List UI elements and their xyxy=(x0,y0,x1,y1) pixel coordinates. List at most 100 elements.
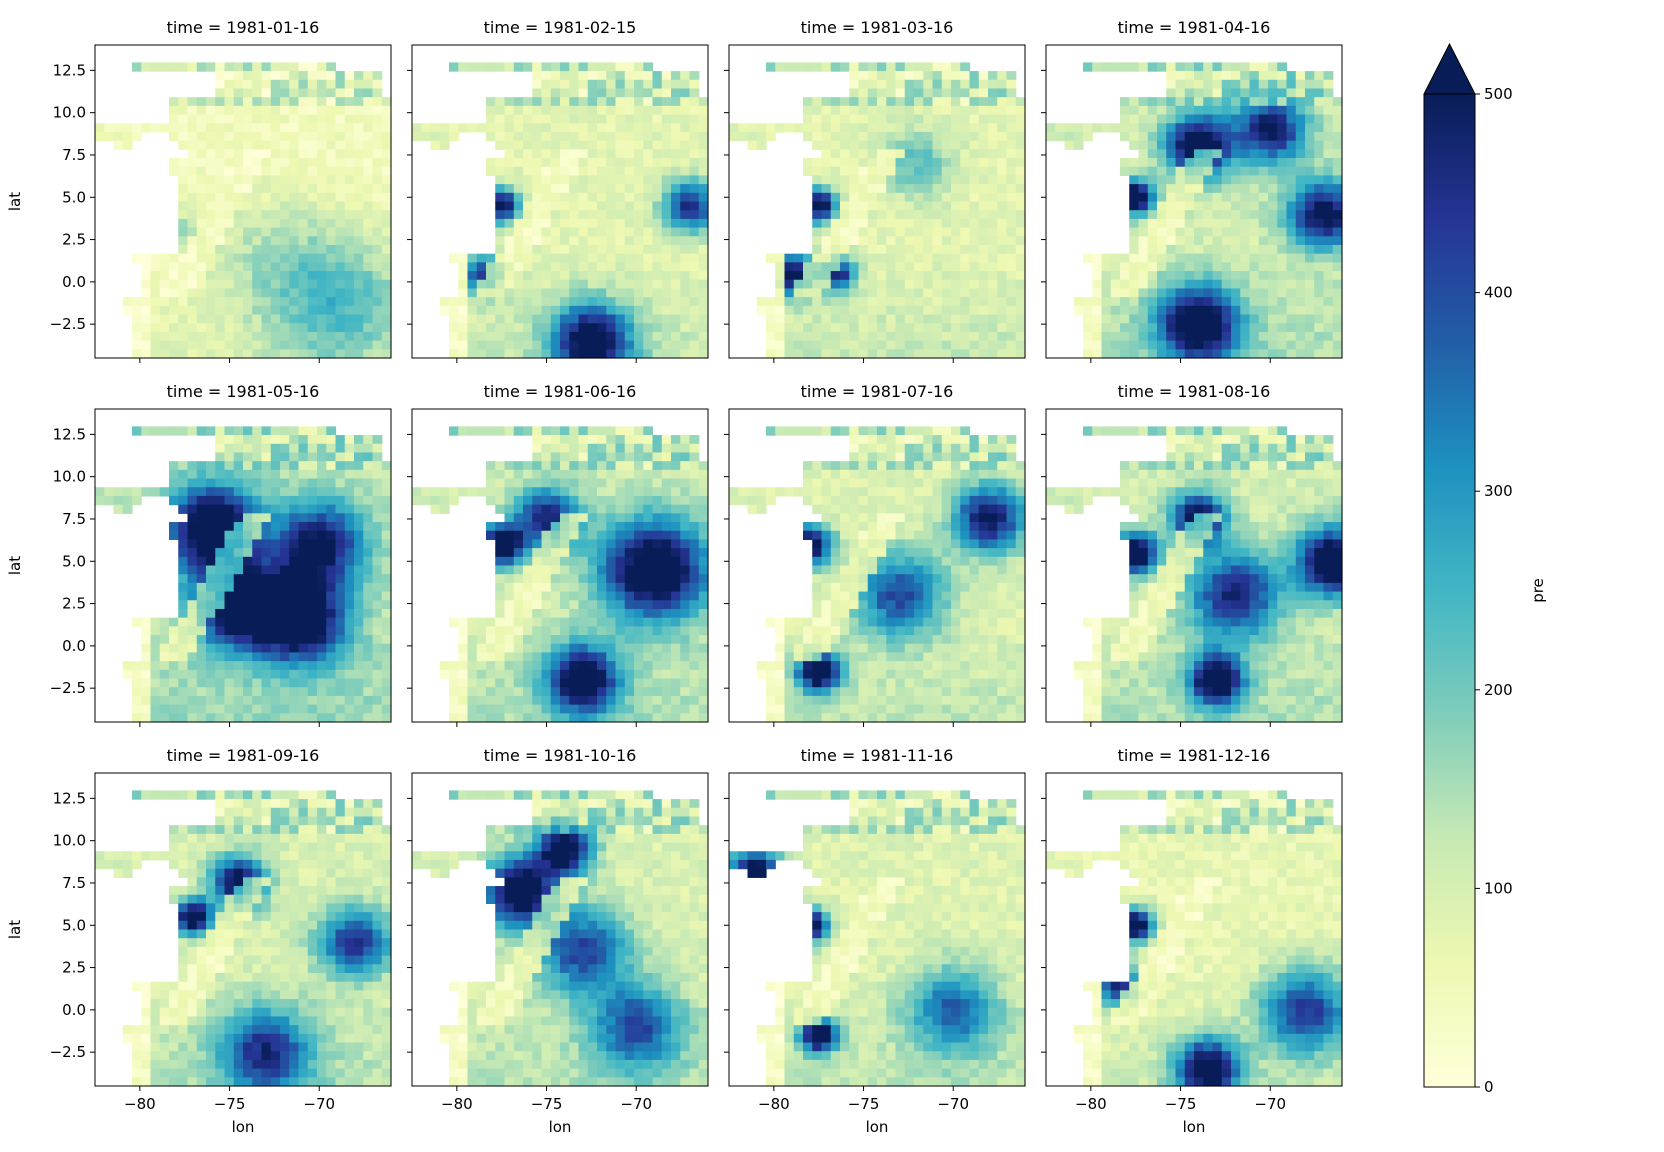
heatmap-cell xyxy=(430,495,441,506)
heatmap-cell xyxy=(960,71,971,81)
heatmap-cell xyxy=(1120,166,1130,177)
heatmap-cell xyxy=(317,478,327,488)
heatmap-cell xyxy=(1092,262,1103,272)
heatmap-cell xyxy=(372,340,383,350)
heatmap-cell xyxy=(206,166,216,177)
heatmap-cell xyxy=(698,253,709,263)
heatmap-cell xyxy=(671,661,681,671)
heatmap-cell xyxy=(1166,201,1177,211)
heatmap-cell xyxy=(615,279,626,290)
heatmap-cell xyxy=(280,443,290,454)
heatmap-cell xyxy=(307,687,318,697)
heatmap-cell xyxy=(1184,105,1195,116)
heatmap-cell xyxy=(671,565,681,575)
heatmap-cell xyxy=(978,149,989,159)
heatmap-cell xyxy=(1323,323,1334,333)
heatmap-cell xyxy=(550,166,561,177)
heatmap-cell xyxy=(1323,184,1334,194)
heatmap-cell xyxy=(307,62,318,72)
heatmap-cell xyxy=(775,262,786,272)
heatmap-cell xyxy=(1305,88,1315,98)
heatmap-cell xyxy=(1120,279,1130,290)
heatmap-cell xyxy=(652,443,663,454)
heatmap-cell xyxy=(344,617,355,627)
heatmap-cell xyxy=(1157,297,1167,307)
heatmap-cell xyxy=(821,349,832,359)
heatmap-cell xyxy=(317,635,327,645)
heatmap-cell xyxy=(261,192,272,203)
heatmap-cell xyxy=(1138,340,1149,350)
heatmap-cell xyxy=(233,349,244,359)
heatmap-cell xyxy=(243,331,253,342)
heatmap-cell xyxy=(169,469,179,480)
heatmap-cell xyxy=(849,166,860,177)
heatmap-cell xyxy=(941,297,952,307)
heatmap-cell xyxy=(307,288,318,298)
heatmap-cell xyxy=(363,617,374,627)
heatmap-cell xyxy=(1194,79,1204,90)
heatmap-cell xyxy=(169,305,179,316)
heatmap-cell xyxy=(904,305,915,316)
heatmap-cell xyxy=(178,582,189,593)
heatmap-cell xyxy=(597,262,607,272)
heatmap-cell xyxy=(169,279,179,290)
heatmap-cell xyxy=(261,88,272,98)
heatmap-cell xyxy=(252,192,263,203)
heatmap-cell xyxy=(1323,279,1334,290)
heatmap-cell xyxy=(317,669,327,680)
heatmap-cell xyxy=(523,62,533,72)
heatmap-cell xyxy=(1015,349,1026,359)
heatmap-cell xyxy=(951,149,961,159)
heatmap-cell xyxy=(1157,158,1167,168)
heatmap-cell xyxy=(224,635,235,645)
heatmap-cell xyxy=(532,262,543,272)
heatmap-cell xyxy=(513,131,524,142)
heatmap-cell xyxy=(289,210,300,220)
heatmap-cell xyxy=(1240,288,1251,298)
heatmap-cell xyxy=(215,522,226,532)
heatmap-cell xyxy=(886,323,897,333)
heatmap-cell xyxy=(532,608,543,619)
heatmap-cell xyxy=(513,271,524,281)
heatmap-cell xyxy=(652,131,663,142)
heatmap-cell xyxy=(252,175,263,185)
heatmap-cell xyxy=(960,236,971,246)
heatmap-cell xyxy=(895,149,906,159)
heatmap-cell xyxy=(988,71,998,81)
heatmap-cell xyxy=(689,635,700,645)
heatmap-cell xyxy=(1175,166,1186,177)
heatmap-cell xyxy=(363,331,374,342)
heatmap-cell xyxy=(523,175,533,185)
heatmap-cell xyxy=(1015,297,1026,307)
heatmap-cell xyxy=(1305,340,1315,350)
heatmap-cell xyxy=(335,669,346,680)
heatmap-cell xyxy=(1015,149,1026,159)
heatmap-cell xyxy=(877,158,887,168)
heatmap-cell xyxy=(624,79,635,90)
heatmap-cell xyxy=(661,565,672,575)
heatmap-cell xyxy=(840,349,850,359)
heatmap-cell xyxy=(988,201,998,211)
heatmap-cell xyxy=(504,175,515,185)
heatmap-cell xyxy=(578,504,589,514)
heatmap-cell xyxy=(821,140,832,150)
heatmap-cell xyxy=(504,340,515,350)
heatmap-cell xyxy=(550,297,561,307)
heatmap-cell xyxy=(344,140,355,150)
heatmap-cell xyxy=(224,262,235,272)
heatmap-cell xyxy=(1221,201,1232,211)
heatmap-cell xyxy=(698,487,709,497)
heatmap-cell xyxy=(634,123,644,133)
heatmap-cell xyxy=(932,71,943,81)
heatmap-cell xyxy=(243,582,253,593)
heatmap-cell xyxy=(280,582,290,593)
heatmap-cell xyxy=(354,349,364,359)
heatmap-cell xyxy=(187,105,198,116)
heatmap-cell xyxy=(1258,227,1269,237)
heatmap-cell xyxy=(923,340,934,350)
heatmap-cell xyxy=(486,62,496,72)
heatmap-cell xyxy=(560,244,570,255)
heatmap-cell xyxy=(233,600,244,610)
heatmap-cell xyxy=(849,88,860,98)
heatmap-cell xyxy=(532,548,543,558)
